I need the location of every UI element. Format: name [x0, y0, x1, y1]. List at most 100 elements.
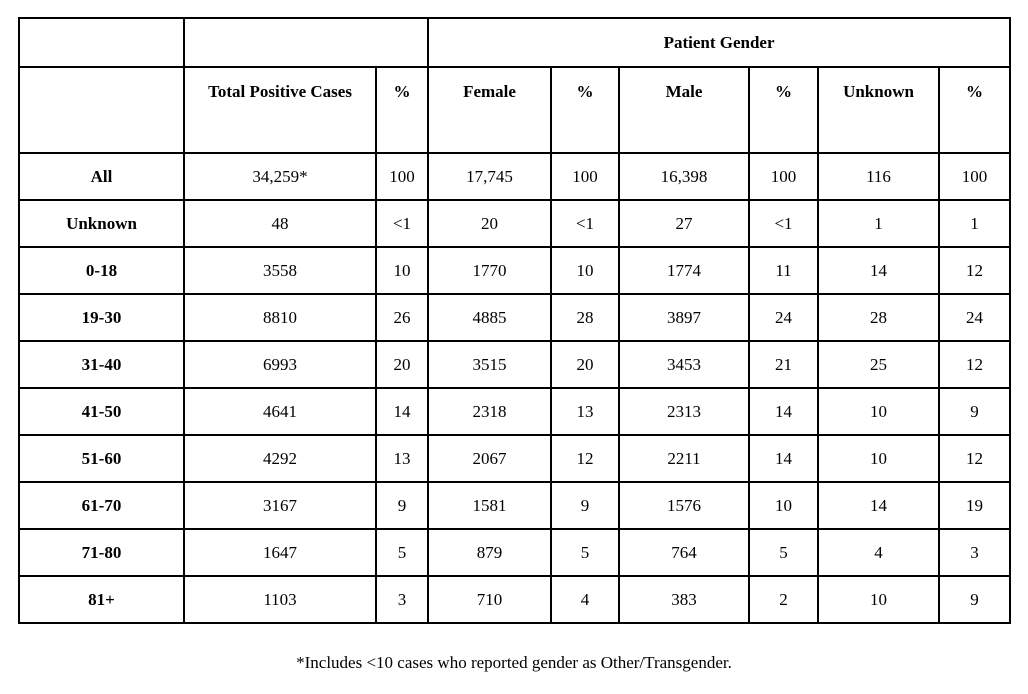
data-cell: 3453 — [618, 340, 750, 389]
data-cell: 14 — [375, 387, 429, 436]
row-label: 71-80 — [18, 528, 185, 577]
column-header-female: Female — [427, 66, 552, 154]
data-cell: 1647 — [183, 528, 377, 577]
data-cell: 2 — [748, 575, 819, 624]
data-cell: 4641 — [183, 387, 377, 436]
row-label: All — [18, 152, 185, 201]
data-cell: 6993 — [183, 340, 377, 389]
data-cell: 19 — [937, 481, 1012, 530]
data-cell: 12 — [937, 246, 1012, 295]
data-cell: 3 — [937, 528, 1012, 577]
data-cell: 4 — [817, 528, 940, 577]
data-cell: 879 — [427, 528, 552, 577]
data-cell: 2067 — [427, 434, 552, 483]
data-cell: 2318 — [427, 387, 552, 436]
data-cell: 3558 — [183, 246, 377, 295]
row-label: 31-40 — [18, 340, 185, 389]
group-header-row: Patient Gender — [18, 17, 1012, 68]
data-cell: 12 — [937, 434, 1012, 483]
table-row: 31-40 6993 20 3515 20 3453 21 25 12 — [18, 340, 1012, 389]
data-cell: 20 — [550, 340, 620, 389]
row-label: 0-18 — [18, 246, 185, 295]
data-cell: <1 — [550, 199, 620, 248]
column-header-blank — [18, 66, 185, 154]
data-cell: 9 — [937, 575, 1012, 624]
column-header-row: Total Positive Cases % Female % Male % U… — [18, 66, 1012, 154]
table-body: All 34,259* 100 17,745 100 16,398 100 116 100 Unk… — [18, 152, 1012, 624]
data-cell: 1770 — [427, 246, 552, 295]
data-cell: 10 — [748, 481, 819, 530]
data-cell: 5 — [375, 528, 429, 577]
row-label: Unknown — [18, 199, 185, 248]
empty-group-cell — [183, 17, 429, 68]
data-cell: 34,259* — [183, 152, 377, 201]
data-cell: 48 — [183, 199, 377, 248]
data-cell: 100 — [748, 152, 819, 201]
data-cell: 24 — [748, 293, 819, 342]
column-header-total-percent: % — [375, 66, 429, 154]
column-header-total-positive-cases: Total Positive Cases — [183, 66, 377, 154]
data-cell: 383 — [618, 575, 750, 624]
table-row: 41-50 4641 14 2318 13 2313 14 10 9 — [18, 387, 1012, 436]
column-header-unknown: Unknown — [817, 66, 940, 154]
data-cell: 13 — [375, 434, 429, 483]
data-cell: 5 — [550, 528, 620, 577]
data-cell: 9 — [375, 481, 429, 530]
data-cell: 10 — [817, 434, 940, 483]
data-cell: 11 — [748, 246, 819, 295]
data-cell: 13 — [550, 387, 620, 436]
data-cell: 764 — [618, 528, 750, 577]
data-cell: 3897 — [618, 293, 750, 342]
data-cell: 28 — [550, 293, 620, 342]
data-cell: 1103 — [183, 575, 377, 624]
table-row: 81+ 1103 3 710 4 383 2 10 9 — [18, 575, 1012, 624]
column-header-male-percent: % — [748, 66, 819, 154]
table-row: 0-18 3558 10 1770 10 1774 11 14 12 — [18, 246, 1012, 295]
footnote: *Includes <10 cases who reported gender … — [296, 653, 732, 672]
data-cell: 116 — [817, 152, 940, 201]
data-cell: 9 — [937, 387, 1012, 436]
data-cell: 14 — [748, 434, 819, 483]
data-cell: 3167 — [183, 481, 377, 530]
data-cell: 27 — [618, 199, 750, 248]
data-cell: 4292 — [183, 434, 377, 483]
data-cell: 1774 — [618, 246, 750, 295]
data-cell: 2313 — [618, 387, 750, 436]
table-row: 71-80 1647 5 879 5 764 5 4 3 — [18, 528, 1012, 577]
data-cell: 16,398 — [618, 152, 750, 201]
data-cell: 17,745 — [427, 152, 552, 201]
data-cell: 14 — [748, 387, 819, 436]
row-label: 61-70 — [18, 481, 185, 530]
data-cell: 9 — [550, 481, 620, 530]
data-cell: 100 — [550, 152, 620, 201]
data-cell: 28 — [817, 293, 940, 342]
table-row: Unknown 48 <1 20 <1 27 <1 1 1 — [18, 199, 1012, 248]
data-cell: <1 — [375, 199, 429, 248]
table-row: 51-60 4292 13 2067 12 2211 14 10 12 — [18, 434, 1012, 483]
data-cell: 21 — [748, 340, 819, 389]
data-cell: 710 — [427, 575, 552, 624]
data-cell: 14 — [817, 246, 940, 295]
data-cell: 10 — [817, 575, 940, 624]
table-row: All 34,259* 100 17,745 100 16,398 100 116 100 — [18, 152, 1012, 201]
data-cell: 1 — [937, 199, 1012, 248]
patient-gender-group-header: Patient Gender — [426, 17, 1012, 68]
column-header-female-percent: % — [550, 66, 620, 154]
data-cell: 100 — [375, 152, 429, 201]
data-cell: 20 — [375, 340, 429, 389]
data-cell: 12 — [550, 434, 620, 483]
data-cell: 25 — [817, 340, 940, 389]
data-cell: 10 — [817, 387, 940, 436]
data-cell: 26 — [375, 293, 429, 342]
row-label: 51-60 — [18, 434, 185, 483]
patient-gender-table: Patient Gender Total Positive Cases % Fe… — [18, 17, 1012, 624]
data-cell: 1 — [817, 199, 940, 248]
data-cell: 5 — [748, 528, 819, 577]
column-header-unknown-percent: % — [937, 66, 1012, 154]
data-cell: 8810 — [183, 293, 377, 342]
table-row: 19-30 8810 26 4885 28 3897 24 28 24 — [18, 293, 1012, 342]
column-header-male: Male — [618, 66, 750, 154]
data-cell: 4 — [550, 575, 620, 624]
data-cell: 10 — [550, 246, 620, 295]
row-label: 19-30 — [18, 293, 185, 342]
